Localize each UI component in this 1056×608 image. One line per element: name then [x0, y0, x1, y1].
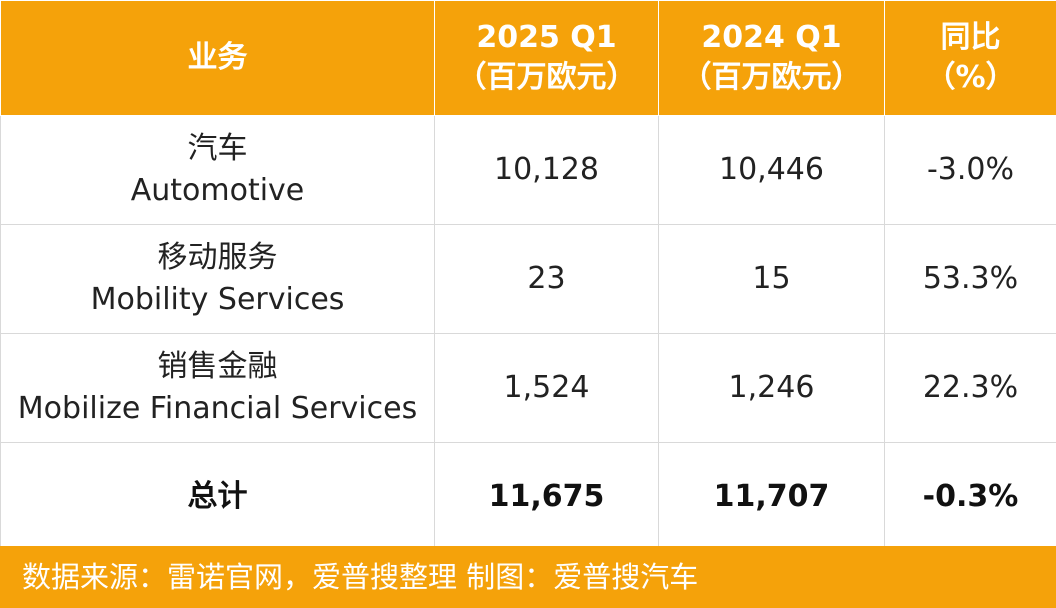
- business-cell: 移动服务 Mobility Services: [0, 224, 435, 334]
- revenue-table: 业务 2025 Q1 （百万欧元） 2024 Q1 （百万欧元） 同比 （%） …: [0, 0, 1056, 552]
- value-2024-cell: 10,446: [658, 115, 885, 225]
- yoy-cell: 22.3%: [884, 333, 1056, 443]
- yoy-cell: 53.3%: [884, 224, 1056, 334]
- business-cell: 销售金融 Mobilize Financial Services: [0, 333, 435, 443]
- header-yoy: 同比 （%）: [884, 0, 1056, 116]
- business-cell: 汽车 Automotive: [0, 115, 435, 225]
- table-row: 销售金融 Mobilize Financial Services 1,524 1…: [0, 333, 1056, 443]
- value-2025-cell: 10,128: [434, 115, 659, 225]
- table-row: 汽车 Automotive 10,128 10,446 -3.0%: [0, 115, 1056, 225]
- total-2025-cell: 11,675: [434, 442, 659, 552]
- total-2024-cell: 11,707: [658, 442, 885, 552]
- yoy-cell: -3.0%: [884, 115, 1056, 225]
- total-row: 总计 11,675 11,707 -0.3%: [0, 442, 1056, 552]
- value-2024-cell: 1,246: [658, 333, 885, 443]
- source-footer: 数据来源：雷诺官网，爱普搜整理 制图：爱普搜汽车: [0, 546, 1056, 608]
- header-2024q1: 2024 Q1 （百万欧元）: [658, 0, 885, 116]
- header-row: 业务 2025 Q1 （百万欧元） 2024 Q1 （百万欧元） 同比 （%）: [0, 0, 1056, 116]
- total-label-cell: 总计: [0, 442, 435, 552]
- value-2025-cell: 1,524: [434, 333, 659, 443]
- value-2024-cell: 15: [658, 224, 885, 334]
- header-2025q1: 2025 Q1 （百万欧元）: [434, 0, 659, 116]
- total-yoy-cell: -0.3%: [884, 442, 1056, 552]
- table-row: 移动服务 Mobility Services 23 15 53.3%: [0, 224, 1056, 334]
- header-business: 业务: [0, 0, 435, 116]
- value-2025-cell: 23: [434, 224, 659, 334]
